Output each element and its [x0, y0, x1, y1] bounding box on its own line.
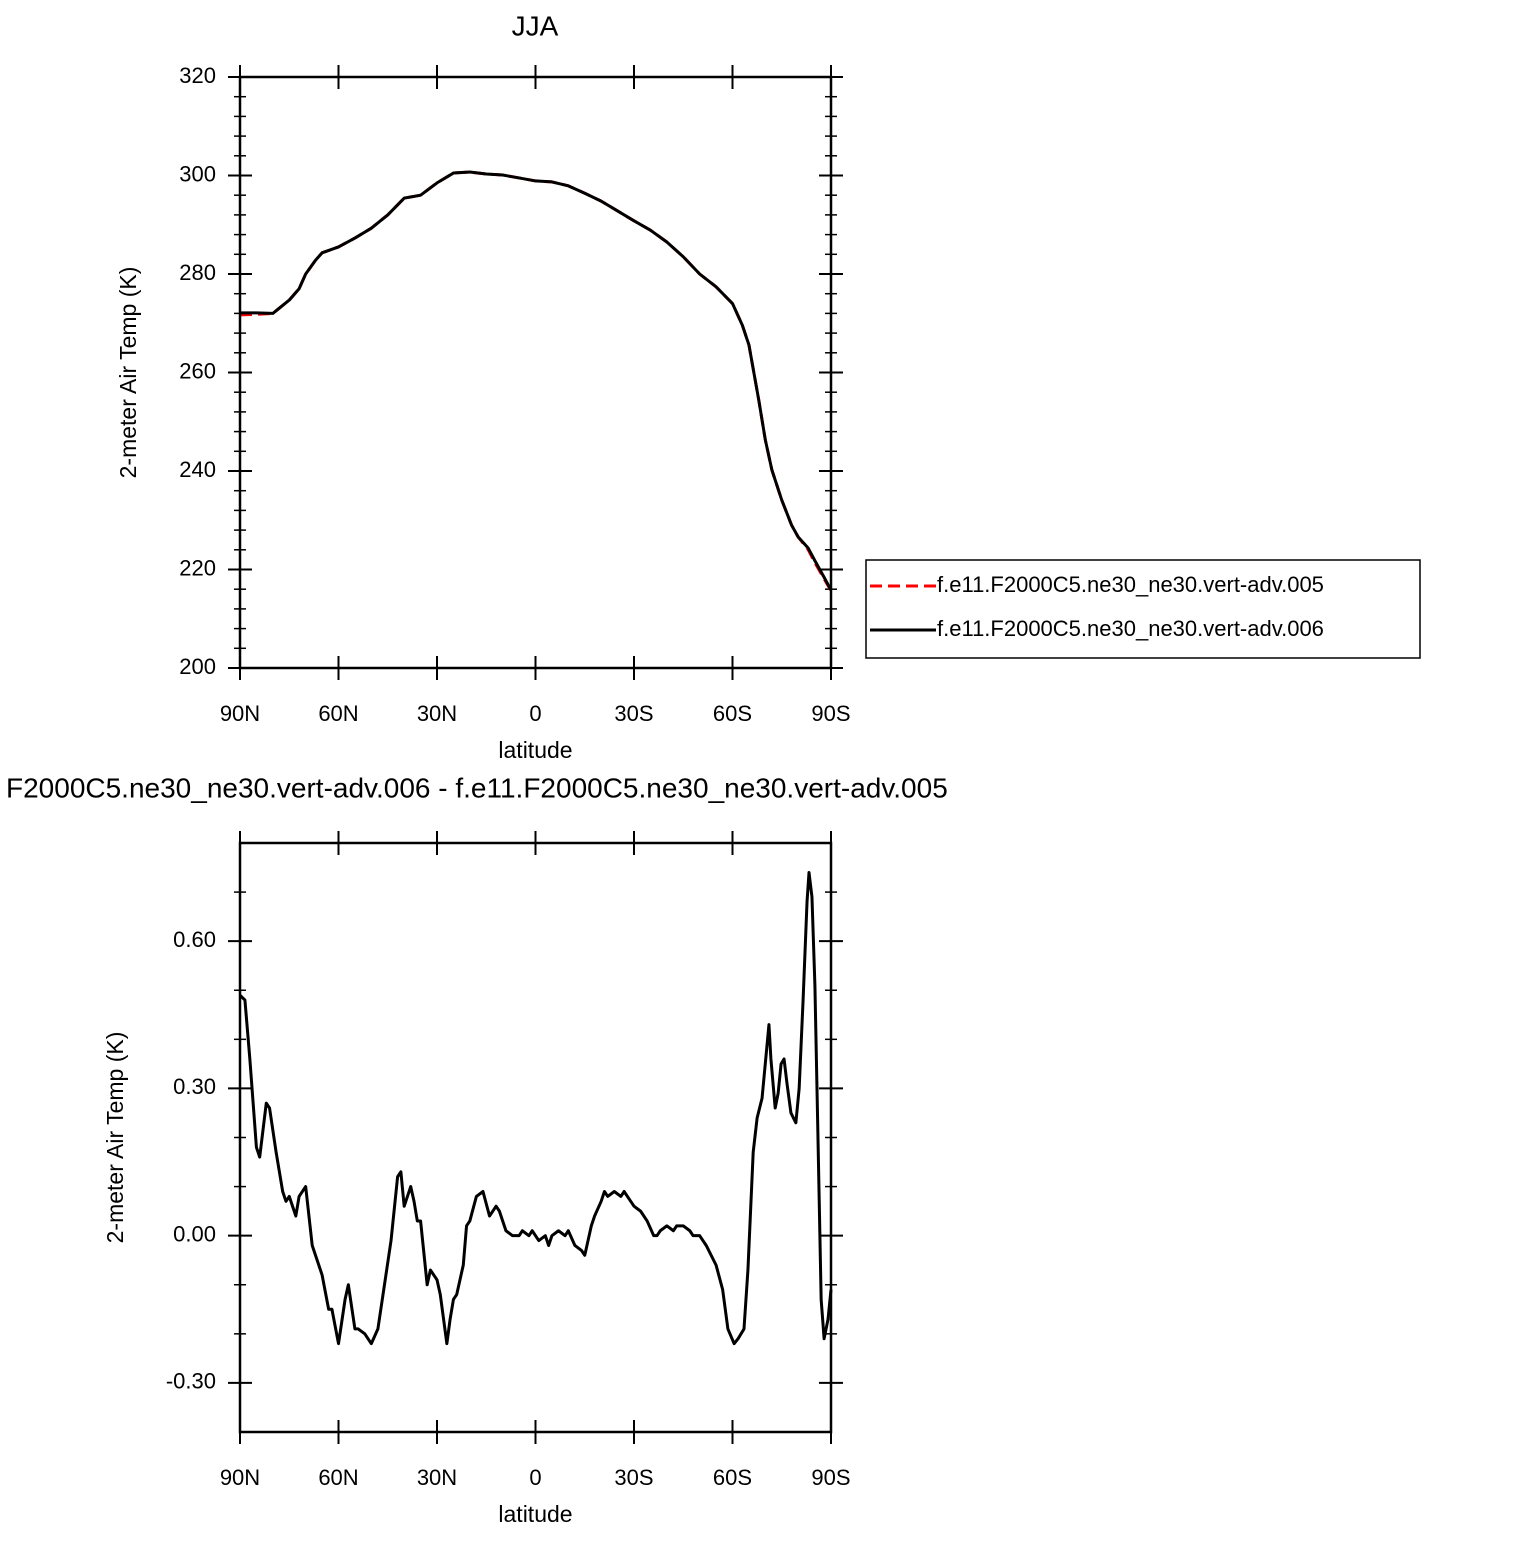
x-tick-label: 30S [614, 1465, 653, 1490]
y-tick-label: 220 [179, 555, 216, 580]
plot-frame [238, 75, 833, 670]
y-axis-label: 2-meter Air Temp (K) [115, 267, 141, 479]
legend-label: f.e11.F2000C5.ne30_ne30.vert-adv.005 [937, 572, 1324, 597]
y-tick-label: 0.60 [173, 927, 216, 952]
data-line [238, 870, 833, 1346]
x-tick-label: 90N [220, 701, 260, 726]
y-tick-label: 200 [179, 654, 216, 679]
y-tick-label: 300 [179, 161, 216, 186]
x-tick-label: 0 [529, 1465, 541, 1490]
x-tick-label: 60S [713, 1465, 752, 1490]
x-tick-label: 90S [811, 1465, 850, 1490]
plot-frame [238, 841, 833, 1434]
x-tick-label: 30S [614, 701, 653, 726]
x-tick-label: 60N [318, 1465, 358, 1490]
chart-title: F2000C5.ne30_ne30.vert-adv.006 - f.e11.F… [6, 772, 948, 803]
x-axis-label: latitude [498, 737, 572, 763]
y-tick-label: 320 [179, 63, 216, 88]
y-tick-label: 280 [179, 260, 216, 285]
y-tick-label: 0.00 [173, 1221, 216, 1246]
y-tick-label: 240 [179, 457, 216, 482]
data-line [239, 170, 833, 592]
x-tick-label: 90N [220, 1465, 260, 1490]
legend-label: f.e11.F2000C5.ne30_ne30.vert-adv.006 [937, 616, 1324, 641]
legend-box [865, 559, 1421, 659]
x-axis-label: latitude [498, 1501, 572, 1527]
x-tick-label: 60S [713, 701, 752, 726]
x-tick-label: 0 [529, 701, 541, 726]
x-tick-label: 90S [811, 701, 850, 726]
y-tick-label: 260 [179, 358, 216, 383]
x-tick-label: 60N [318, 701, 358, 726]
x-tick-label: 30N [417, 1465, 457, 1490]
chart-title: JJA [512, 10, 559, 41]
data-line [240, 170, 833, 591]
x-tick-label: 30N [417, 701, 457, 726]
y-tick-label: -0.30 [166, 1369, 216, 1394]
y-axis-label: 2-meter Air Temp (K) [102, 1032, 128, 1244]
y-tick-label: 0.30 [173, 1074, 216, 1099]
